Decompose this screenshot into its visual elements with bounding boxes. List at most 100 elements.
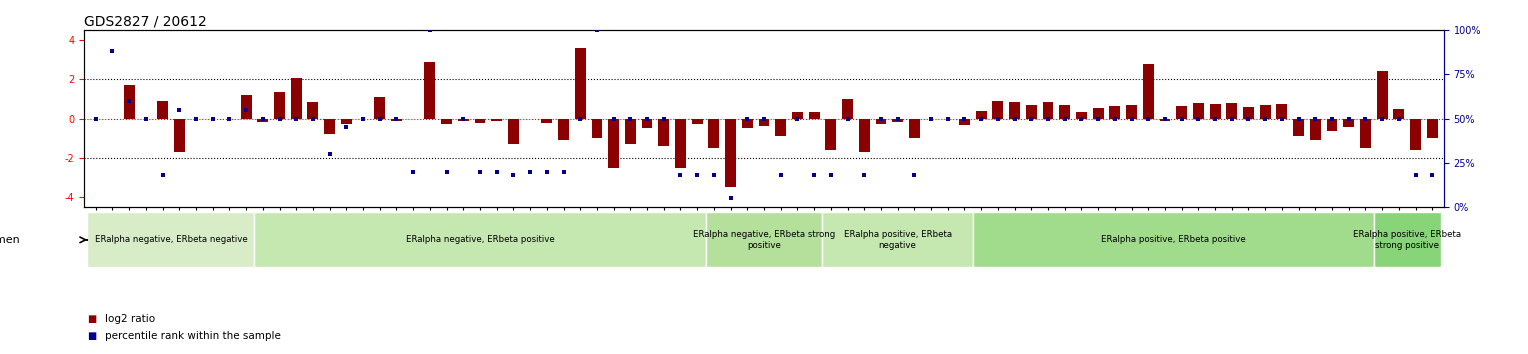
Point [769, 172, 793, 178]
Bar [1126, 105, 1137, 119]
Bar [1109, 106, 1120, 119]
Text: percentile rank within the sample: percentile rank within the sample [105, 331, 281, 341]
Bar [257, 119, 269, 121]
Point [1152, 116, 1177, 121]
Point [484, 169, 509, 175]
Bar [1293, 119, 1303, 136]
Point [651, 116, 675, 121]
Bar [1076, 112, 1086, 119]
Point [1036, 116, 1060, 121]
Point [351, 116, 376, 121]
Bar [442, 119, 452, 125]
Bar [274, 92, 284, 119]
Bar [822, 212, 973, 267]
Point [118, 98, 142, 104]
Bar [709, 119, 720, 148]
Bar [1025, 105, 1036, 119]
Text: log2 ratio: log2 ratio [105, 314, 156, 324]
Bar [892, 119, 903, 121]
Bar [726, 119, 736, 187]
Bar [1377, 72, 1387, 119]
Point [1019, 116, 1044, 121]
Point [1070, 116, 1094, 121]
Point [318, 151, 342, 157]
Bar [1244, 107, 1254, 119]
Text: ■: ■ [87, 314, 96, 324]
Bar [87, 212, 255, 267]
Text: specimen: specimen [0, 235, 20, 245]
Bar [1360, 119, 1371, 148]
Bar [625, 119, 636, 144]
Text: GDS2827 / 20612: GDS2827 / 20612 [84, 15, 206, 29]
Bar [324, 119, 335, 134]
Bar [842, 99, 853, 119]
Bar [859, 119, 869, 152]
Bar [558, 119, 568, 140]
Point [384, 116, 408, 121]
Point [585, 27, 610, 33]
Point [400, 169, 425, 175]
Point [501, 172, 526, 178]
Point [1287, 116, 1311, 121]
Point [267, 116, 292, 121]
Text: ERalpha positive, ERbeta positive: ERalpha positive, ERbeta positive [1102, 235, 1245, 244]
Point [417, 27, 442, 33]
Point [802, 172, 827, 178]
Point [183, 116, 208, 121]
Bar [973, 212, 1374, 267]
Bar [1343, 119, 1354, 127]
Bar [174, 119, 185, 152]
Bar [241, 95, 252, 119]
Bar [743, 119, 753, 129]
Point [167, 107, 191, 113]
Bar [1326, 119, 1337, 131]
Point [752, 116, 776, 121]
Point [1120, 116, 1144, 121]
Point [251, 116, 275, 121]
Point [200, 116, 225, 121]
Text: ERalpha positive, ERbeta
strong positive: ERalpha positive, ERbeta strong positive [1354, 230, 1461, 250]
Point [1354, 116, 1378, 121]
Bar [909, 119, 920, 138]
Point [535, 169, 559, 175]
Point [284, 116, 309, 121]
Point [1135, 116, 1160, 121]
Bar [541, 119, 552, 122]
Point [1403, 172, 1427, 178]
Point [785, 116, 810, 121]
Point [836, 116, 860, 121]
Bar [290, 78, 301, 119]
Bar [775, 119, 785, 136]
Bar [608, 119, 619, 168]
Point [853, 172, 877, 178]
Point [1053, 116, 1077, 121]
Point [1103, 116, 1128, 121]
Point [668, 172, 692, 178]
Point [918, 116, 943, 121]
Point [101, 48, 125, 54]
Bar [507, 119, 520, 144]
Bar [575, 48, 585, 119]
Point [1253, 116, 1277, 121]
Bar [1374, 212, 1441, 267]
Point [234, 107, 258, 113]
Bar [976, 111, 987, 119]
Point [1320, 116, 1345, 121]
Bar [659, 119, 669, 146]
Point [885, 116, 909, 121]
Bar [1410, 119, 1421, 150]
Bar [876, 119, 886, 125]
Bar [692, 119, 703, 125]
Text: ERalpha negative, ERbeta negative: ERalpha negative, ERbeta negative [95, 235, 248, 244]
Bar [706, 212, 822, 267]
Point [1203, 116, 1227, 121]
Point [634, 116, 659, 121]
Point [301, 116, 325, 121]
Text: ERalpha positive, ERbeta
negative: ERalpha positive, ERbeta negative [843, 230, 952, 250]
Point [1386, 116, 1410, 121]
Point [1236, 116, 1261, 121]
Point [1219, 116, 1244, 121]
Point [1371, 116, 1395, 121]
Point [468, 169, 492, 175]
Bar [157, 101, 168, 119]
